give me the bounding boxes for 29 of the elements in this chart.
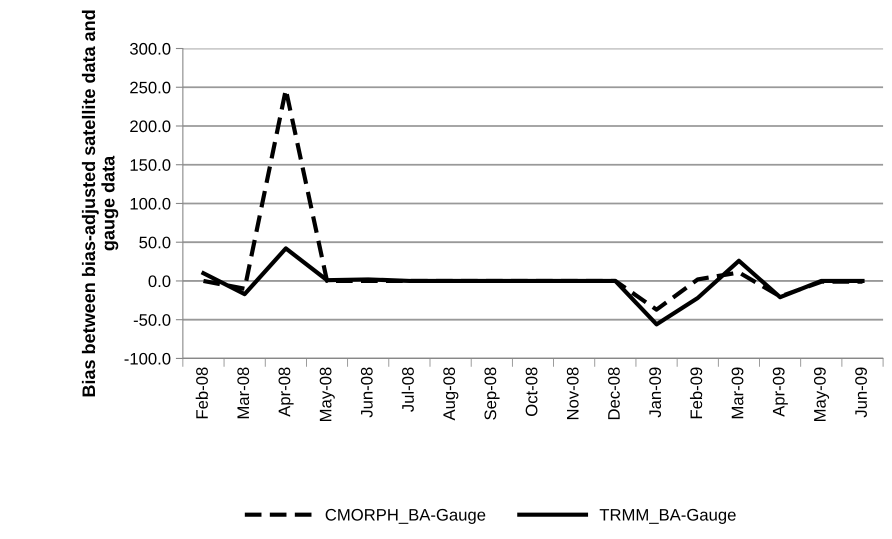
x-tick-label: Apr-08 (278, 367, 294, 417)
x-tick-label: Apr-09 (772, 368, 788, 417)
y-tick-label: 50.0 (139, 236, 170, 248)
legend-label: CMORPH_BA-Gauge (326, 508, 486, 524)
y-tick-label: 200.0 (130, 120, 170, 132)
x-tick-label: Sep-08 (484, 367, 500, 420)
y-tick-label: 150.0 (130, 159, 170, 171)
y-tick-label: 300.0 (130, 42, 170, 55)
x-tick-label: Jan-09 (649, 368, 662, 418)
x-tick-label: Mar-09 (732, 368, 744, 418)
x-tick-label: Feb-09 (690, 368, 702, 418)
y-tick-label: -100.0 (124, 352, 170, 365)
x-tick-label: Mar-08 (237, 367, 250, 418)
x-tick-label: Jun-09 (855, 368, 867, 418)
y-tick-label: 250.0 (130, 82, 170, 94)
x-tick-label: Nov-08 (566, 367, 579, 420)
legend-label: TRMM_BA-Gauge (600, 508, 736, 524)
y-tick-label: 100.0 (130, 198, 170, 210)
x-tick-label: May-09 (814, 368, 830, 421)
y-tick-label: 0.0 (148, 275, 170, 288)
y-tick-label: -50.0 (134, 314, 170, 326)
x-tick-label: Oct-08 (526, 367, 538, 416)
y-axis-title: Bias between bias-adjusted satellite data and gauge data (82, 10, 118, 396)
x-tick-label: May-08 (320, 367, 335, 421)
x-tick-label: Jun-08 (360, 367, 373, 418)
x-tick-label: Feb-08 (196, 367, 208, 418)
x-tick-label: Jul-08 (402, 367, 414, 412)
x-tick-label: Dec-08 (608, 367, 620, 420)
x-tick-label: Aug-08 (443, 367, 458, 420)
